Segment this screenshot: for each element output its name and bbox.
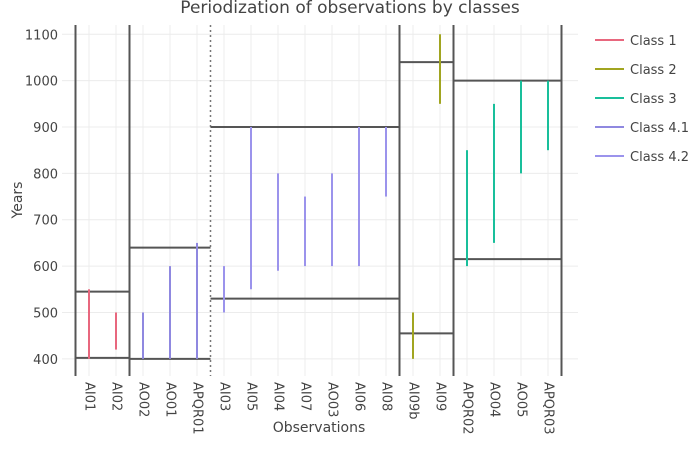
x-tick-label: AI02 [109, 382, 124, 411]
x-tick-label: APQR03 [541, 382, 556, 435]
legend-label: Class 1 [630, 34, 677, 49]
legend-label: Class 3 [630, 92, 677, 107]
range-layer [88, 34, 549, 359]
axis-layer: 400 500 600 700 800 900 1000 1100 AI01 AI02 AO02 AO… [25, 28, 556, 434]
x-tick-label: APQR02 [460, 382, 475, 435]
x-tick-label: AO01 [163, 382, 178, 417]
y-tick-label: 700 [33, 214, 58, 229]
x-tick-label: AI01 [82, 382, 97, 411]
x-tick-label: AI05 [244, 382, 259, 411]
y-tick-label: 400 [33, 353, 58, 368]
y-tick-label: 800 [33, 167, 58, 182]
legend: Class 1 Class 2 Class 3 Class 4.1 Class 4.2 [595, 34, 689, 165]
x-tick-label: AI07 [298, 382, 313, 411]
x-tick-label: AI06 [352, 382, 367, 411]
legend-label: Class 2 [630, 63, 677, 78]
x-tick-label: AI03 [217, 382, 232, 411]
x-tick-label: AO03 [325, 382, 340, 417]
chart-title: Periodization of observations by classes [180, 0, 520, 18]
x-tick-label: APQR01 [190, 382, 205, 435]
x-tick-label: AO02 [136, 382, 151, 417]
x-tick-label: AO04 [487, 382, 502, 417]
x-tick-label: AI08 [379, 382, 394, 411]
y-tick-label: 1000 [25, 75, 58, 90]
x-axis-label: Observations [273, 420, 366, 436]
x-tick-label: AI09 [433, 382, 448, 411]
y-tick-label: 1100 [25, 28, 58, 43]
y-axis-label: Years [10, 182, 26, 220]
legend-label: Class 4.2 [630, 150, 689, 165]
x-tick-label: AO05 [514, 382, 529, 417]
y-tick-label: 600 [33, 260, 58, 275]
y-tick-label: 500 [33, 306, 58, 321]
y-tick-label: 900 [33, 121, 58, 136]
grid-layer [62, 25, 578, 376]
x-tick-label: AI09b [406, 382, 421, 420]
x-tick-label: AI04 [271, 382, 286, 411]
legend-label: Class 4.1 [630, 121, 689, 136]
class-box-layer [74, 25, 563, 376]
